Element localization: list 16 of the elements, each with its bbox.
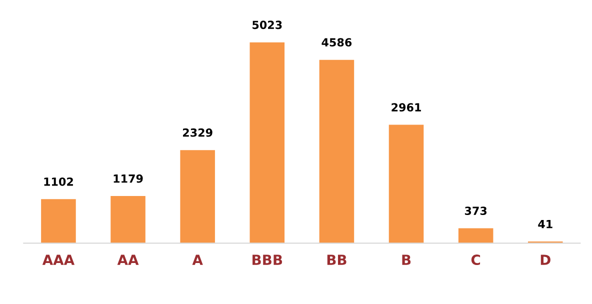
- data-label: 1102: [44, 177, 73, 186]
- data-label: 373: [464, 206, 487, 216]
- x-tick-label: D: [540, 254, 550, 265]
- x-tick-label: AA: [117, 254, 139, 265]
- data-label: 1179: [114, 174, 143, 183]
- x-tick-label: C: [471, 254, 480, 266]
- x-tick-label: B: [402, 254, 411, 265]
- data-label: 5023: [252, 20, 282, 30]
- x-tick-label: BBB: [252, 254, 282, 265]
- x-tick-label: AAA: [42, 254, 75, 265]
- x-tick-label: A: [192, 254, 203, 265]
- data-label: 4586: [322, 38, 352, 47]
- data-label: 2961: [392, 103, 421, 112]
- data-label: 2329: [182, 128, 212, 137]
- x-tick-label: BB: [327, 254, 346, 265]
- data-label: 41: [538, 220, 552, 228]
